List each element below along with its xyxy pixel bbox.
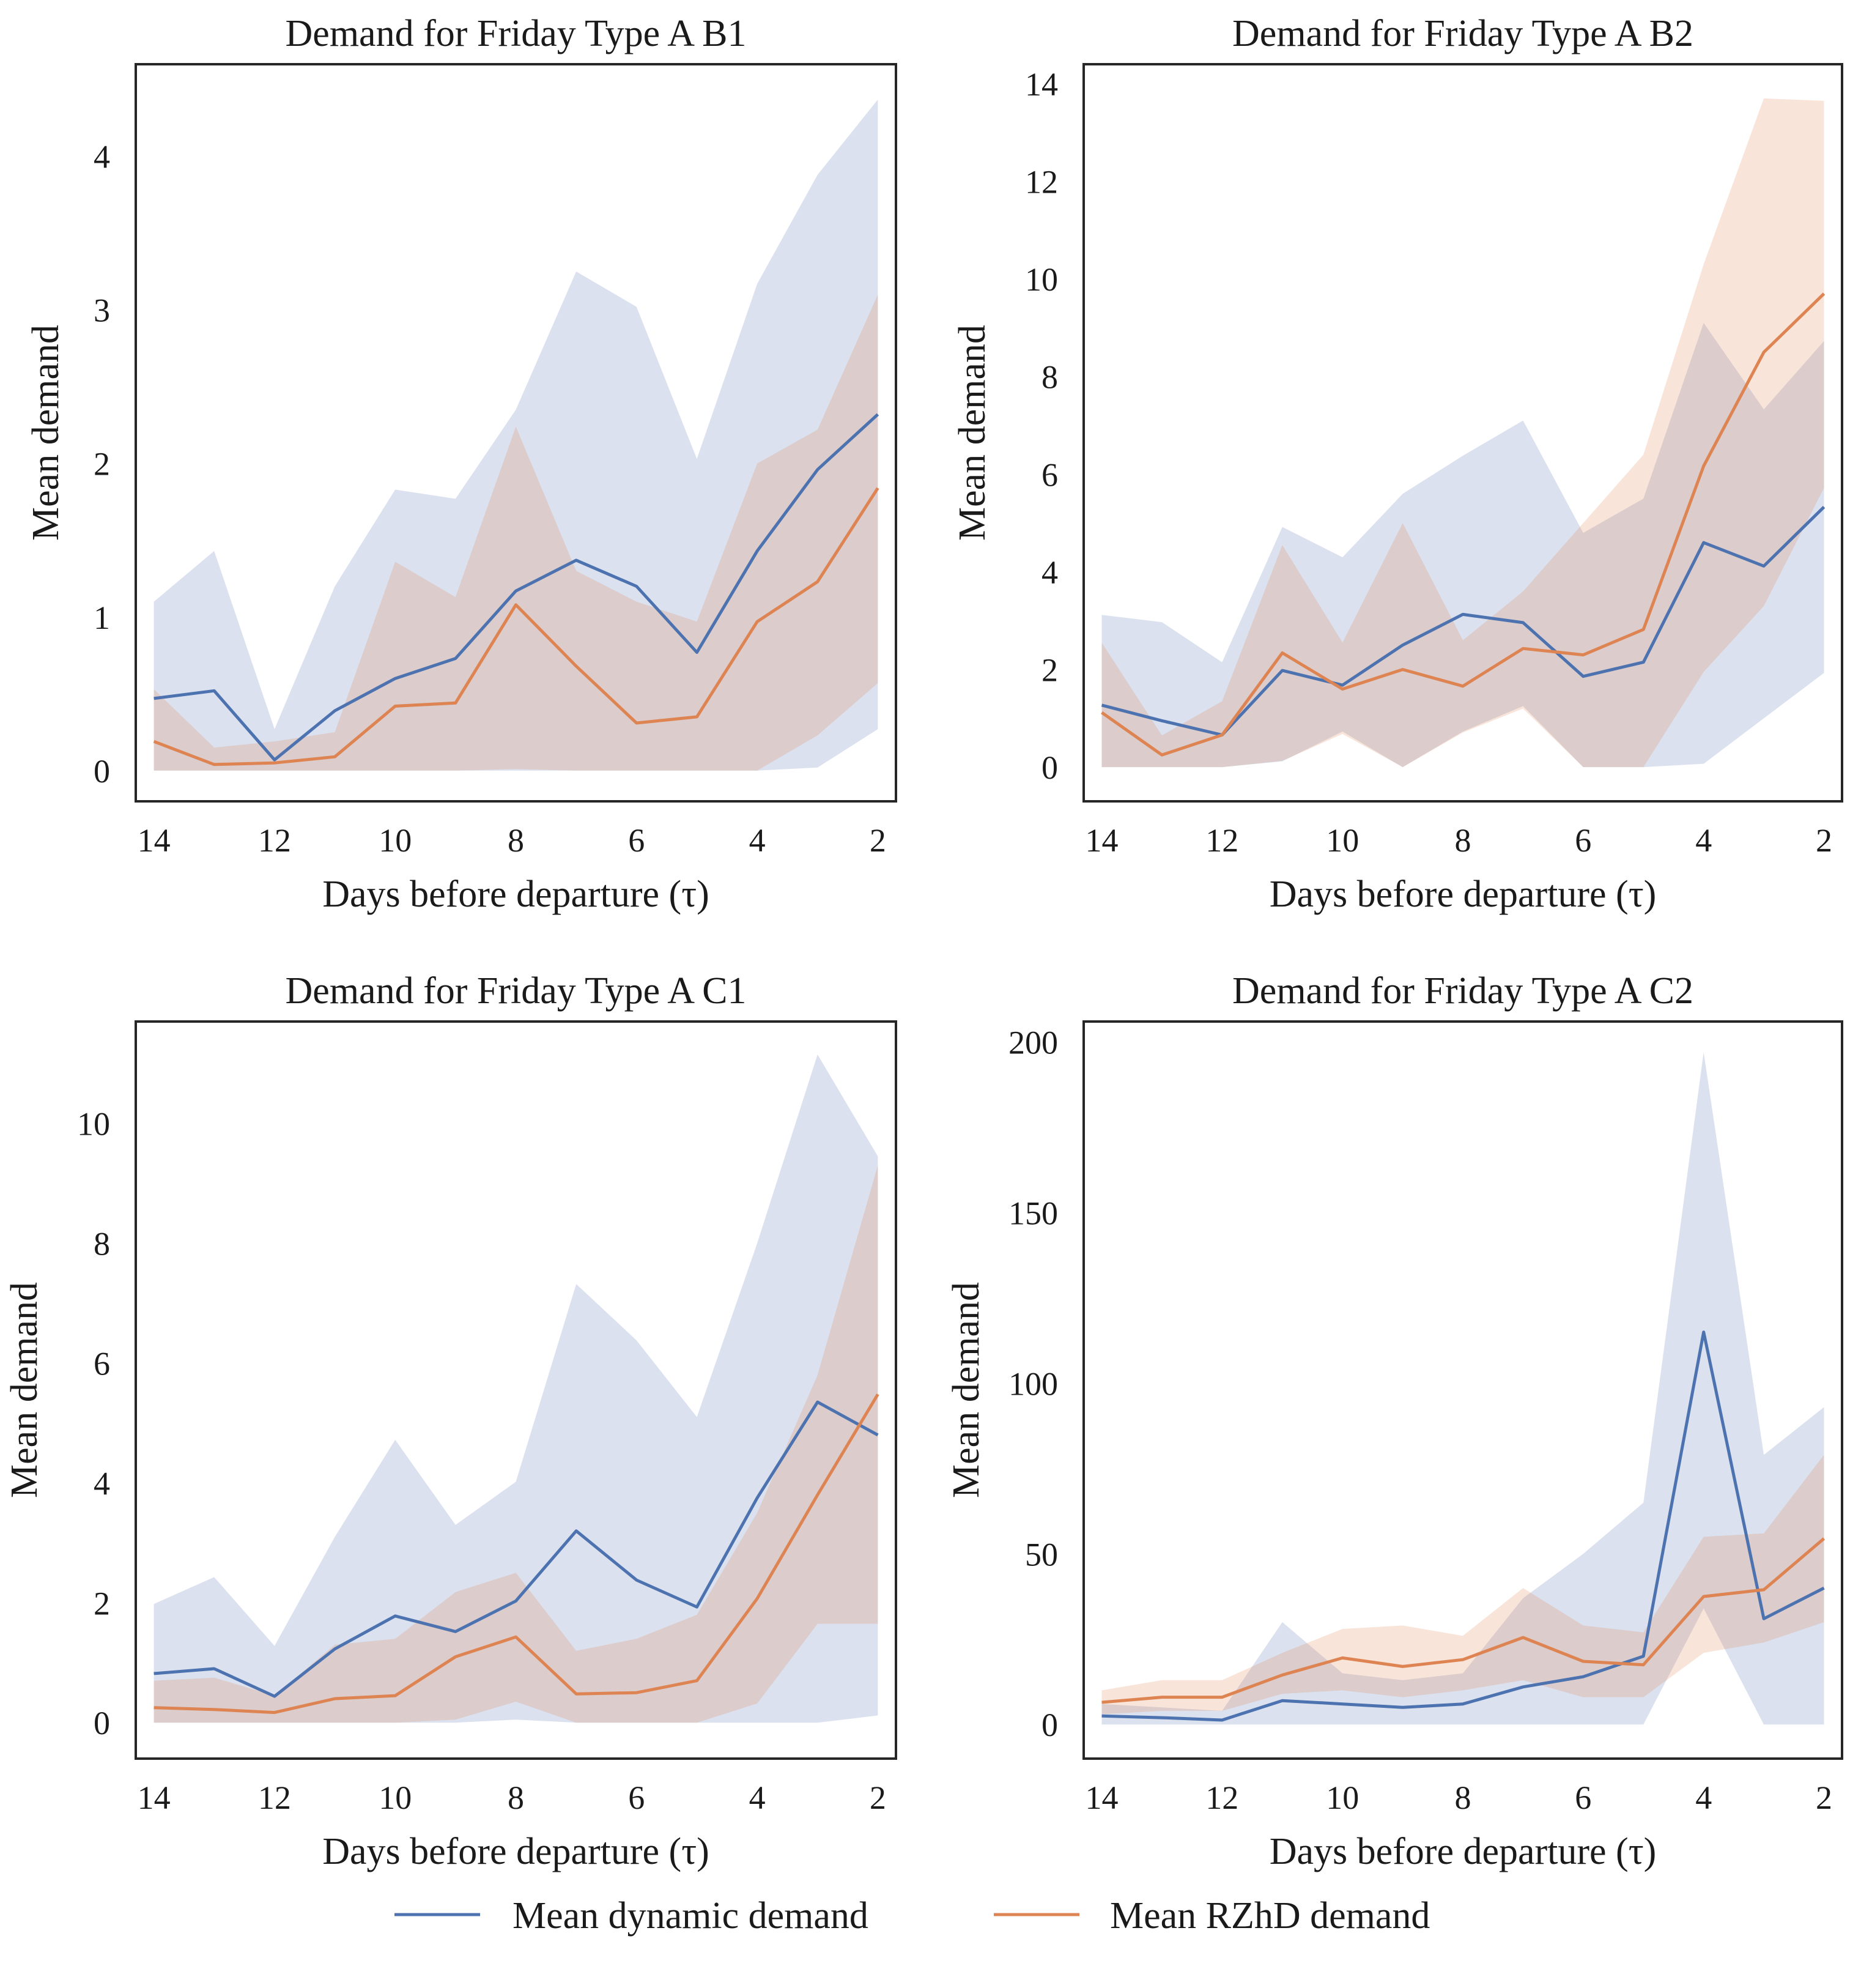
y-tick-label: 150 bbox=[1008, 1195, 1058, 1231]
legend-dynamic-label: Mean dynamic demand bbox=[512, 1895, 868, 1937]
legend: Mean dynamic demand Mean RZhD demand bbox=[394, 1895, 1430, 1937]
x-tick-label: 14 bbox=[1086, 822, 1119, 859]
chart-title: Demand for Friday Type A B1 bbox=[286, 13, 747, 54]
y-tick-label: 8 bbox=[1041, 359, 1058, 396]
x-tick-label: 10 bbox=[1326, 822, 1359, 859]
x-axis-label: Days before departure (τ) bbox=[1270, 873, 1657, 915]
y-tick-label: 2 bbox=[94, 1585, 110, 1622]
y-tick-label: 8 bbox=[94, 1226, 110, 1263]
y-tick-label: 200 bbox=[1008, 1025, 1058, 1061]
y-tick-label: 14 bbox=[1025, 66, 1058, 103]
rzhd-demand-line bbox=[1101, 292, 1826, 757]
y-tick-label: 6 bbox=[1041, 456, 1058, 493]
dynamic-confidence-band bbox=[154, 99, 878, 771]
x-tick-label: 4 bbox=[1695, 822, 1712, 859]
x-tick-label: 14 bbox=[1086, 1779, 1119, 1816]
x-tick-label: 10 bbox=[379, 1779, 412, 1816]
y-tick-label: 4 bbox=[94, 139, 110, 176]
plot-frame bbox=[1082, 1020, 1843, 1760]
x-tick-label: 8 bbox=[1455, 822, 1471, 859]
y-axis-label: Mean demand bbox=[25, 325, 67, 541]
x-tick-label: 8 bbox=[508, 1779, 524, 1816]
dynamic-confidence-band bbox=[1101, 1052, 1824, 1725]
rzhd-confidence-band-fill bbox=[1101, 98, 1824, 768]
y-tick-label: 10 bbox=[1025, 261, 1058, 298]
x-axis-label: Days before departure (τ) bbox=[322, 1831, 709, 1872]
x-tick-label: 2 bbox=[870, 822, 886, 859]
x-tick-label: 2 bbox=[870, 1779, 886, 1816]
y-tick-label: 0 bbox=[1041, 749, 1058, 786]
y-tick-label: 12 bbox=[1025, 164, 1058, 201]
x-tick-label: 2 bbox=[1816, 822, 1832, 859]
plot-frame bbox=[1082, 63, 1843, 803]
y-tick-label: 2 bbox=[1041, 652, 1058, 689]
y-tick-label: 50 bbox=[1025, 1536, 1058, 1573]
x-tick-label: 12 bbox=[1205, 1779, 1238, 1816]
y-axis-label: Mean demand bbox=[4, 1282, 45, 1498]
chart-title: Demand for Friday Type A C2 bbox=[1232, 970, 1693, 1012]
chart-panel-2: 14 12 10 8 6 4 2 0 2 4 6 8 10 12 14 Demand for Friday T… bbox=[952, 13, 1843, 915]
y-tick-label: 0 bbox=[1041, 1707, 1058, 1743]
y-tick-label: 2 bbox=[94, 446, 110, 483]
x-tick-label: 8 bbox=[508, 822, 524, 859]
y-tick-label: 3 bbox=[94, 292, 110, 329]
chart-title: Demand for Friday Type A C1 bbox=[286, 970, 747, 1012]
y-tick-label: 6 bbox=[94, 1345, 110, 1382]
dynamic-demand-line bbox=[154, 1400, 879, 1698]
x-tick-label: 12 bbox=[1205, 822, 1238, 859]
dynamic-demand-line bbox=[154, 413, 879, 762]
chart-panel-3: 14 12 10 8 6 4 2 0 2 4 6 8 10 Demand for Friday Type … bbox=[4, 970, 897, 1872]
dynamic-demand-line bbox=[1101, 1330, 1825, 1722]
plot-frame bbox=[135, 63, 897, 803]
x-tick-label: 4 bbox=[1695, 1779, 1712, 1816]
x-tick-label: 6 bbox=[1575, 822, 1591, 859]
x-tick-label: 14 bbox=[138, 1779, 171, 1816]
dynamic-confidence-band bbox=[154, 1054, 878, 1723]
x-tick-label: 6 bbox=[628, 1779, 645, 1816]
x-axis-label: Days before departure (τ) bbox=[322, 873, 709, 915]
x-tick-label: 4 bbox=[749, 1779, 766, 1816]
x-tick-label: 10 bbox=[1326, 1779, 1359, 1816]
y-tick-label: 0 bbox=[94, 1705, 110, 1741]
x-tick-label: 6 bbox=[628, 822, 645, 859]
x-tick-label: 2 bbox=[1816, 1779, 1832, 1816]
chart-panel-4: 14 12 10 8 6 4 2 0 50 100 150 200 Demand for Friday … bbox=[945, 970, 1843, 1872]
x-tick-label: 6 bbox=[1575, 1779, 1591, 1816]
x-tick-label: 12 bbox=[258, 1779, 291, 1816]
y-axis-label: Mean demand bbox=[952, 325, 993, 541]
y-tick-label: 4 bbox=[1041, 554, 1058, 591]
rzhd-demand-line bbox=[153, 487, 879, 766]
x-tick-label: 8 bbox=[1455, 1779, 1471, 1816]
y-tick-label: 10 bbox=[77, 1106, 110, 1143]
x-tick-label: 4 bbox=[749, 822, 766, 859]
y-tick-label: 4 bbox=[94, 1465, 110, 1502]
x-axis-label: Days before departure (τ) bbox=[1270, 1831, 1657, 1872]
rzhd-confidence-band-fill bbox=[154, 1165, 878, 1723]
plot-frame bbox=[135, 1020, 897, 1760]
dynamic-confidence-band bbox=[1101, 322, 1824, 768]
y-tick-label: 1 bbox=[94, 599, 110, 636]
rzhd-demand-line bbox=[1101, 1537, 1826, 1704]
y-tick-label: 100 bbox=[1008, 1365, 1058, 1402]
x-tick-label: 12 bbox=[258, 822, 291, 859]
x-tick-label: 14 bbox=[138, 822, 171, 859]
legend-rzhd-label: Mean RZhD demand bbox=[1110, 1895, 1430, 1937]
y-tick-label: 0 bbox=[94, 753, 110, 790]
rzhd-demand-line bbox=[154, 1393, 879, 1715]
x-tick-label: 10 bbox=[379, 822, 412, 859]
chart-title: Demand for Friday Type A B2 bbox=[1232, 13, 1693, 54]
y-axis-label: Mean demand bbox=[945, 1282, 987, 1498]
